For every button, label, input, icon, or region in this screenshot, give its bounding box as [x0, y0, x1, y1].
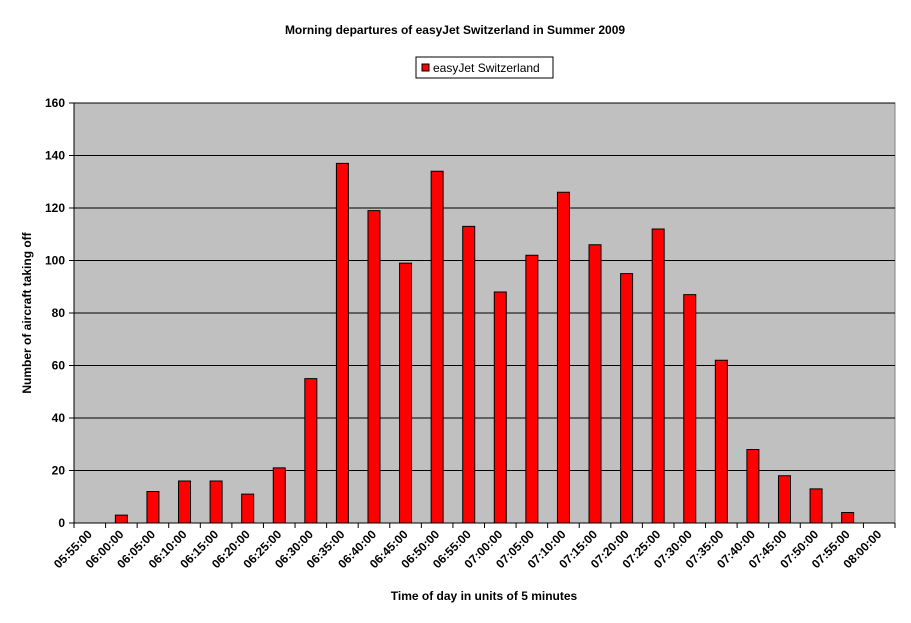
- bar: [430, 170, 444, 524]
- bar: [493, 291, 507, 524]
- y-tick-label: 160: [45, 96, 65, 110]
- y-tick-label: 20: [52, 464, 66, 478]
- bar: [588, 244, 602, 524]
- bar: [714, 359, 728, 524]
- bar: [746, 449, 760, 524]
- bar: [462, 225, 476, 524]
- bar: [809, 488, 823, 524]
- bar: [525, 254, 539, 524]
- y-tick-label: 80: [52, 306, 66, 320]
- y-axis-label: Number of aircraft taking off: [20, 231, 34, 393]
- bar: [777, 475, 791, 524]
- y-tick-labels: 0 20 40 60 80 100 120 140 160: [45, 96, 65, 530]
- bar: [556, 191, 570, 524]
- bar: [399, 262, 413, 524]
- y-tick-label: 140: [45, 149, 65, 163]
- bar: [146, 491, 160, 524]
- bar: [651, 228, 665, 524]
- y-tick-label: 100: [45, 254, 65, 268]
- y-tick-label: 0: [58, 516, 65, 530]
- bar: [367, 210, 381, 524]
- bar: [209, 480, 223, 524]
- bar: [683, 294, 697, 524]
- legend-label: easyJet Switzerland: [433, 61, 540, 75]
- chart-title: Morning departures of easyJet Switzerlan…: [285, 23, 625, 37]
- bar: [841, 512, 855, 524]
- bar: [114, 514, 128, 524]
- y-tick-label: 120: [45, 201, 65, 215]
- legend: easyJet Switzerland: [415, 56, 554, 79]
- x-axis-label: Time of day in units of 5 minutes: [391, 589, 578, 603]
- legend-box: [415, 56, 554, 79]
- axes: [69, 102, 896, 528]
- x-tick-labels: 05:55:0006:00:0006:05:0006:10:0006:15:00…: [51, 527, 885, 571]
- bar: [335, 162, 349, 524]
- bar: [620, 273, 634, 524]
- bar: [178, 480, 192, 524]
- gridlines: [74, 102, 895, 471]
- legend-swatch: [421, 63, 430, 72]
- y-tick-label: 60: [52, 359, 66, 373]
- bar: [272, 467, 286, 524]
- bar: [304, 378, 318, 524]
- bar: [241, 493, 255, 524]
- y-tick-label: 40: [52, 411, 66, 425]
